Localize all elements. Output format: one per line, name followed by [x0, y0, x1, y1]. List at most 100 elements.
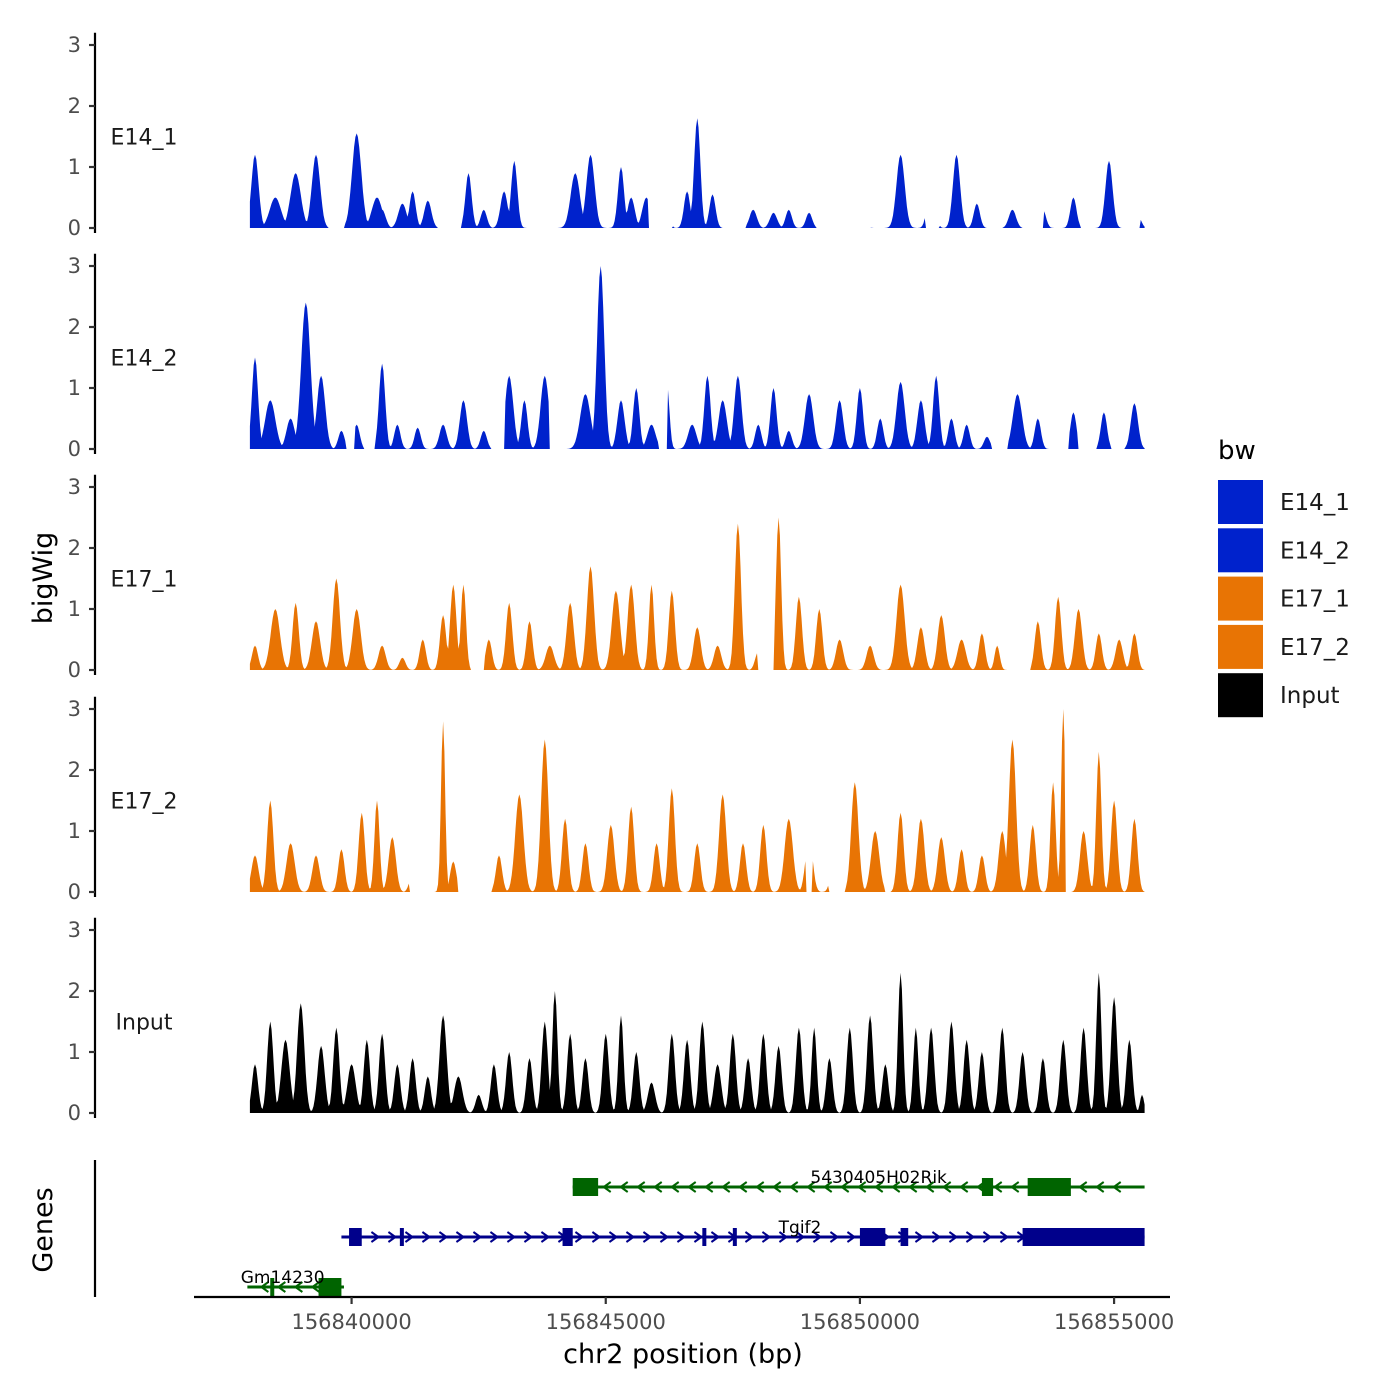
strand-arrow-5430405h02rik — [805, 1181, 816, 1193]
y-tick-label-e14-2-1: 1 — [68, 376, 81, 400]
strand-arrow-5430405h02rik — [839, 1181, 850, 1193]
panel-e17-1: 0 1 2 3 E17_1 — [68, 474, 1145, 682]
strand-arrow-tgif2 — [438, 1231, 449, 1243]
strand-arrow-5430405h02rik — [754, 1181, 765, 1193]
gene-label-gm14230: Gm14230 — [241, 1268, 325, 1288]
strand-arrow-tgif2 — [914, 1231, 925, 1243]
x-tick-label-156855000: 156855000 — [1054, 1310, 1174, 1334]
exon-tgif2-4 — [732, 1228, 737, 1246]
strand-arrow-tgif2 — [642, 1231, 653, 1243]
legend: bw E14_1 E14_2 E17_1 E17_2 Input — [1218, 436, 1350, 718]
strand-arrow-tgif2 — [574, 1231, 585, 1243]
strand-arrow-tgif2 — [506, 1231, 517, 1243]
track-label-e14-1: E14_1 — [111, 126, 178, 151]
y-tick-label-e14-1-3: 3 — [68, 33, 81, 57]
y-tick-label-e14-1-1: 1 — [68, 155, 81, 179]
track-panels: 0 1 2 3 E14_1 0 1 2 3 E14_2 0 1 2 3 E17_1 0 1 2 3 E17_2 0 1 2 3… — [68, 32, 1145, 1125]
exon-tgif2-5 — [859, 1228, 886, 1246]
strand-arrow-tgif2 — [761, 1231, 772, 1243]
strand-arrow-tgif2 — [948, 1231, 959, 1243]
y-tick-label-input-2: 2 — [68, 979, 81, 1003]
strand-arrow-5430405h02rik — [1009, 1181, 1020, 1193]
strand-arrow-5430405h02rik — [1094, 1181, 1105, 1193]
strand-arrow-tgif2 — [778, 1231, 789, 1243]
strand-arrow-gm14230 — [276, 1281, 286, 1293]
signal-area-e14-1 — [249, 118, 1145, 228]
y-tick-label-e17-1-2: 2 — [68, 536, 81, 560]
gene-gm14230: Gm14230 — [241, 1268, 344, 1296]
strand-arrow-5430405h02rik — [601, 1181, 612, 1193]
strand-arrow-tgif2 — [965, 1231, 976, 1243]
legend-swatch-input — [1218, 673, 1263, 718]
legend-swatch-e17-2 — [1218, 624, 1263, 669]
track-label-e17-2: E17_2 — [111, 790, 178, 815]
strand-arrow-5430405h02rik — [669, 1181, 680, 1193]
strand-arrow-tgif2 — [540, 1231, 551, 1243]
panel-e14-1: 0 1 2 3 E14_1 — [68, 32, 1145, 240]
strand-arrow-tgif2 — [812, 1231, 823, 1243]
exon-tgif2-3 — [702, 1228, 707, 1246]
strand-arrow-gm14230 — [293, 1281, 303, 1293]
panel-input: 0 1 2 3 Input — [68, 917, 1145, 1125]
strand-arrow-tgif2 — [982, 1231, 993, 1243]
strand-arrow-tgif2 — [931, 1231, 942, 1243]
strand-arrow-5430405h02rik — [1077, 1181, 1088, 1193]
legend-label-input: Input — [1280, 683, 1340, 709]
y-tick-label-e14-2-3: 3 — [68, 254, 81, 278]
x-tick-label-156850000: 156850000 — [800, 1310, 920, 1334]
signal-area-input — [249, 972, 1145, 1113]
y-tick-label-e17-2-3: 3 — [68, 697, 81, 721]
legend-swatch-e14-2 — [1218, 528, 1263, 573]
strand-arrow-5430405h02rik — [686, 1181, 697, 1193]
y-tick-label-e14-2-0: 0 — [68, 437, 81, 461]
strand-arrow-tgif2 — [591, 1231, 602, 1243]
strand-arrow-5430405h02rik — [958, 1181, 969, 1193]
strand-arrow-5430405h02rik — [703, 1181, 714, 1193]
exon-5430405h02rik-2 — [1027, 1178, 1071, 1196]
strand-arrow-gm14230 — [259, 1281, 269, 1293]
x-tick-label-156840000: 156840000 — [291, 1310, 411, 1334]
exon-tgif2-2 — [562, 1228, 573, 1246]
strand-arrow-tgif2 — [846, 1231, 857, 1243]
strand-arrow-tgif2 — [829, 1231, 840, 1243]
strand-arrow-5430405h02rik — [788, 1181, 799, 1193]
y-tick-label-e17-2-0: 0 — [68, 880, 81, 904]
track-label-input: Input — [116, 1011, 173, 1036]
y-tick-label-e14-1-2: 2 — [68, 94, 81, 118]
legend-title: bw — [1218, 436, 1256, 466]
strand-arrow-tgif2 — [608, 1231, 619, 1243]
legend-swatch-e14-1 — [1218, 480, 1263, 524]
y-tick-label-e17-2-2: 2 — [68, 758, 81, 782]
strand-arrow-tgif2 — [523, 1231, 534, 1243]
strand-arrow-tgif2 — [472, 1231, 483, 1243]
strand-arrow-5430405h02rik — [720, 1181, 731, 1193]
genes-panel: 5430405H02Rik Tgif2 Gm14230 — [93, 1160, 1145, 1297]
exon-5430405h02rik-0 — [572, 1178, 599, 1196]
strand-arrow-tgif2 — [744, 1231, 755, 1243]
strand-arrow-tgif2 — [999, 1231, 1010, 1243]
y-tick-label-e17-2-1: 1 — [68, 819, 81, 843]
x-tick-label-156845000: 156845000 — [546, 1310, 666, 1334]
exon-gm14230-1 — [318, 1278, 342, 1296]
gene-label-5430405h02rik: 5430405H02Rik — [810, 1168, 947, 1188]
strand-arrow-tgif2 — [676, 1231, 687, 1243]
y-axis-title: bigWig — [28, 532, 59, 625]
panel-e17-2: 0 1 2 3 E17_2 — [68, 696, 1145, 904]
y-tick-label-e14-2-2: 2 — [68, 315, 81, 339]
legend-label-e14-1: E14_1 — [1280, 490, 1350, 516]
strand-arrow-tgif2 — [795, 1231, 806, 1243]
exon-tgif2-6 — [900, 1228, 909, 1246]
strand-arrow-5430405h02rik — [652, 1181, 663, 1193]
x-axis-title: chr2 position (bp) — [563, 1339, 803, 1370]
strand-arrow-5430405h02rik — [618, 1181, 629, 1193]
y-tick-label-input-1: 1 — [68, 1040, 81, 1064]
strand-arrow-gm14230 — [310, 1281, 320, 1293]
exon-tgif2-0 — [349, 1228, 362, 1246]
legend-label-e14-2: E14_2 — [1280, 538, 1350, 564]
strand-arrow-5430405h02rik — [856, 1181, 867, 1193]
signal-area-e14-2 — [249, 266, 1145, 449]
x-axis: 156840000 156845000 156850000 156855000 — [194, 1295, 1174, 1334]
signal-area-e17-2 — [249, 709, 1145, 892]
gene-tgif2: Tgif2 — [341, 1218, 1145, 1246]
